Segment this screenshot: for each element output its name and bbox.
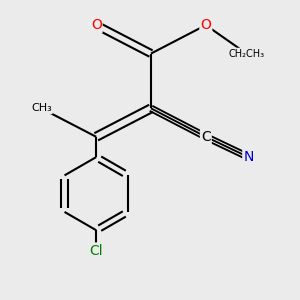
Text: CH₂CH₃: CH₂CH₃ [228, 49, 265, 58]
Text: CH₃: CH₃ [31, 103, 52, 113]
Text: O: O [91, 18, 102, 32]
Text: Cl: Cl [89, 244, 103, 257]
Text: C: C [201, 130, 211, 144]
Text: O: O [200, 18, 211, 32]
Text: N: N [243, 150, 254, 164]
